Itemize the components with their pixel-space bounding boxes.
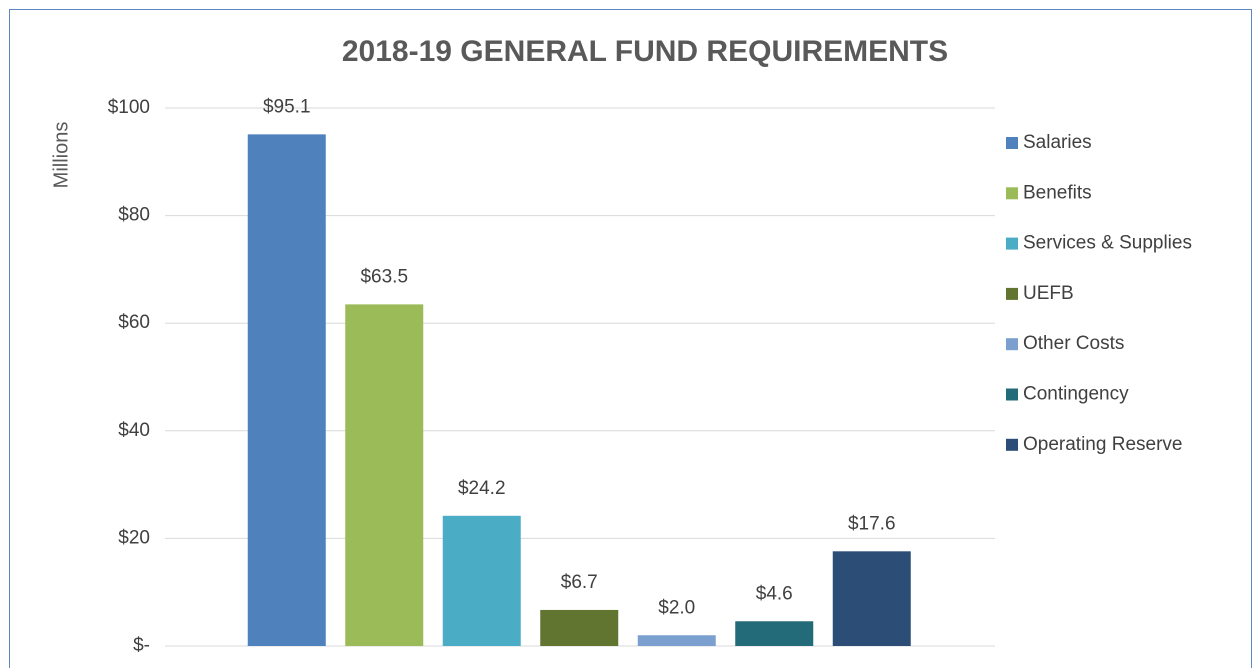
legend-label: Operating Reserve	[1023, 434, 1182, 455]
data-label: $17.6	[848, 513, 896, 534]
legend-label: Salaries	[1023, 132, 1092, 153]
y-axis-label: Millions	[50, 122, 72, 189]
bar	[832, 551, 911, 646]
y-tick-label: $100	[108, 97, 150, 118]
legend-swatch	[1006, 237, 1018, 250]
legend-swatch	[1006, 338, 1018, 351]
legend-swatch	[1006, 137, 1018, 149]
bar	[735, 621, 814, 646]
bar	[345, 304, 424, 646]
data-label: $2.0	[658, 597, 695, 618]
bar	[637, 635, 716, 646]
data-label: $24.2	[458, 478, 506, 499]
y-tick-label: $40	[118, 420, 150, 441]
data-label: $63.5	[360, 266, 408, 287]
y-tick-label: $20	[118, 527, 150, 548]
bar	[247, 134, 326, 646]
legend-label: Benefits	[1023, 182, 1092, 203]
legend-label: Services & Supplies	[1023, 233, 1192, 254]
data-label: $95.1	[263, 96, 311, 117]
data-label: $6.7	[561, 572, 598, 593]
legend-label: UEFB	[1023, 283, 1074, 304]
y-tick-label: $60	[118, 312, 150, 333]
data-label: $4.6	[756, 583, 793, 604]
legend-label: Other Costs	[1023, 333, 1124, 354]
legend-swatch	[1006, 287, 1018, 300]
y-tick-label: $80	[118, 205, 150, 226]
chart-border	[9, 9, 1252, 668]
chart-title: 2018-19 GENERAL FUND REQUIREMENTS	[342, 35, 948, 68]
legend-swatch	[1006, 187, 1018, 200]
bar	[442, 515, 521, 646]
bar	[540, 609, 619, 646]
y-tick-label: $-	[133, 635, 150, 656]
legend-swatch	[1006, 438, 1018, 451]
legend-swatch	[1006, 388, 1018, 401]
legend-label: Contingency	[1023, 384, 1129, 405]
